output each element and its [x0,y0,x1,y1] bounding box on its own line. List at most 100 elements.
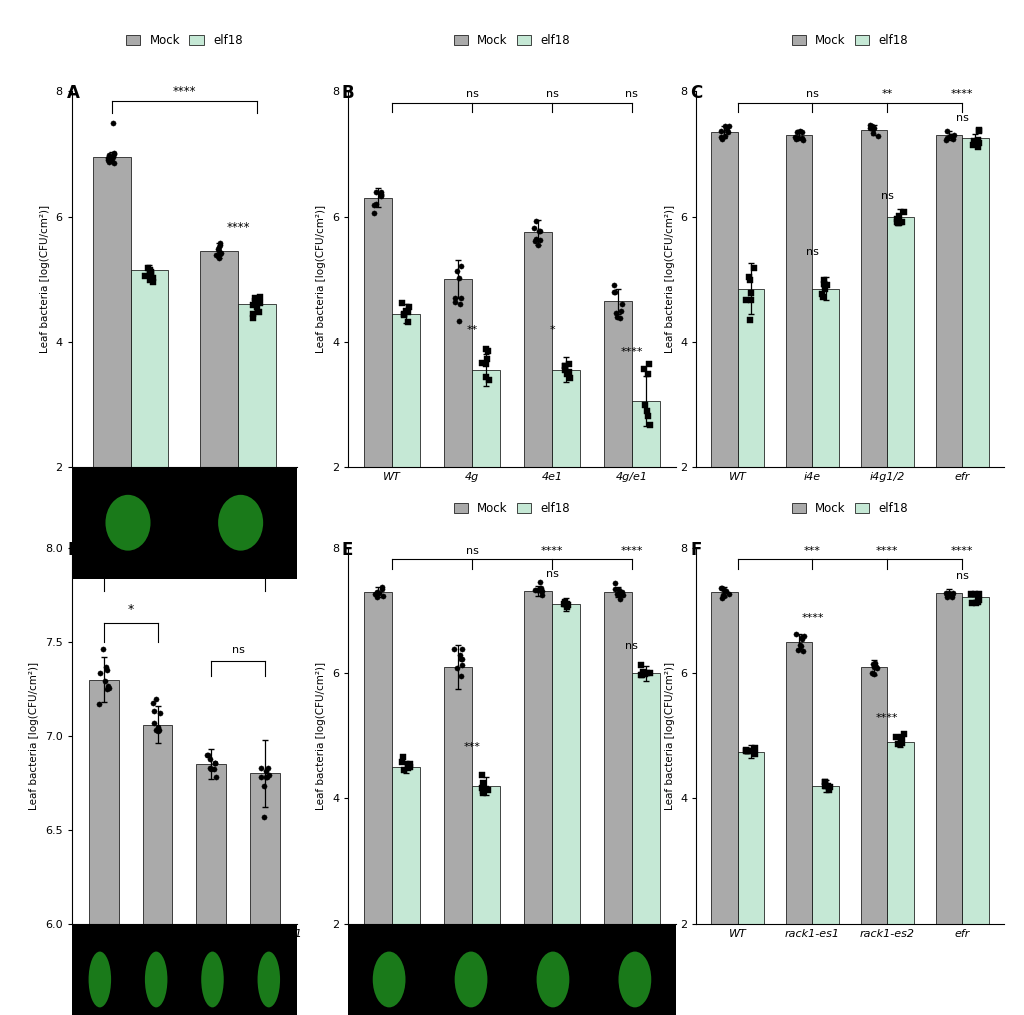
Point [642,417,658,433]
Point [366,205,382,221]
Point [865,659,882,675]
Point [245,310,261,326]
Point [715,587,731,603]
Point [559,597,575,613]
Point [207,755,223,771]
Point [794,124,810,140]
Point [211,251,227,267]
Point [99,678,116,694]
Point [452,647,468,663]
Point [105,144,122,160]
Point [148,722,165,738]
Point [212,234,228,251]
Point [865,125,882,141]
Point [606,284,623,300]
Point [369,587,385,603]
Point [713,129,729,145]
Point [817,779,834,795]
Point [943,128,959,144]
Point [864,665,881,681]
Point [714,130,730,146]
Point [894,214,910,230]
Bar [142,725,172,1015]
Bar [737,288,764,592]
Point [210,241,226,257]
Text: *: * [549,326,555,335]
Text: ****: **** [541,546,563,556]
Point [718,583,734,599]
Point [867,657,884,673]
Point [791,130,807,146]
Point [531,222,548,239]
Point [373,188,389,204]
Point [474,767,490,784]
Point [396,762,413,779]
Point [451,270,467,286]
Point [531,574,548,591]
Bar [472,786,500,1015]
Point [741,312,758,328]
Point [738,743,755,759]
Point [971,592,987,608]
Point [971,586,987,602]
Point [633,657,649,673]
Point [964,595,980,611]
Point [203,760,219,776]
Point [395,306,412,322]
Point [368,196,384,212]
Bar [472,369,500,592]
Bar [238,304,275,592]
Point [608,309,625,325]
Point [607,574,624,591]
Bar [552,369,580,592]
Point [796,628,812,645]
Point [199,747,215,763]
Point [374,581,390,597]
Point [819,277,836,293]
Point [527,583,544,599]
Text: ns: ns [546,569,558,580]
Point [211,239,227,255]
Point [475,785,492,801]
Text: ***: *** [464,742,480,751]
Point [256,809,272,825]
Point [480,373,497,389]
Point [374,580,390,596]
Point [143,266,160,282]
Bar [963,138,988,592]
Point [944,129,961,145]
Point [717,128,733,144]
Point [819,777,836,794]
Point [965,137,981,153]
Point [142,262,159,278]
Bar [888,216,913,592]
Point [945,131,962,147]
Y-axis label: Leaf bacteria [log(CFU/cm²)]: Leaf bacteria [log(CFU/cm²)] [316,662,327,810]
Point [896,204,912,220]
Point [788,626,805,642]
Point [453,290,469,307]
Point [399,303,416,320]
Point [253,760,269,776]
Point [210,243,226,259]
Point [453,668,469,684]
Point [614,587,631,603]
Point [864,656,881,672]
Text: ns: ns [806,248,819,257]
Point [144,270,161,286]
Point [713,123,729,139]
Bar [737,751,764,1015]
Point [258,768,274,785]
Point [478,368,495,385]
Point [525,219,542,235]
Text: ****: **** [877,714,899,724]
Point [633,667,649,683]
Point [451,313,467,329]
Point [152,704,168,721]
Point [394,295,411,312]
Y-axis label: Leaf bacteria [log(CFU/cm²)]: Leaf bacteria [log(CFU/cm²)] [40,205,50,353]
Point [454,640,470,657]
Point [742,292,759,309]
Point [259,768,275,785]
Bar [604,301,632,592]
